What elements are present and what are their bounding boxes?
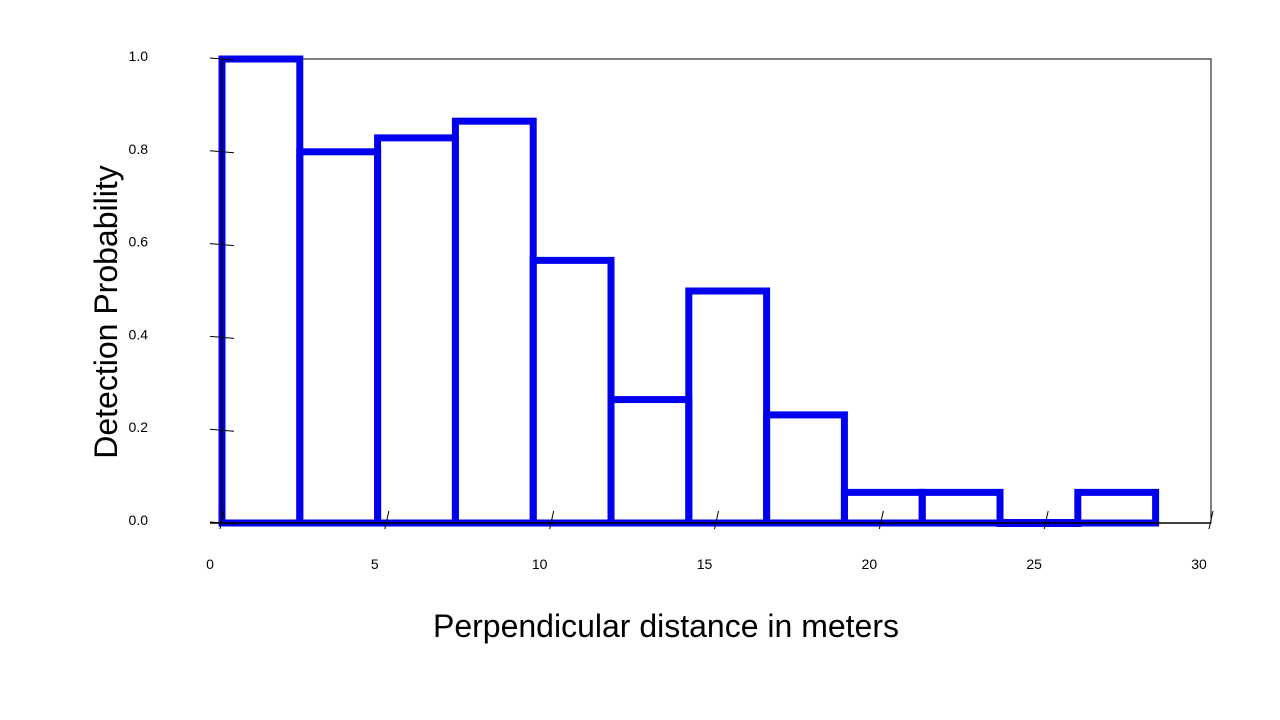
x-tick-label: 25 <box>1026 556 1042 572</box>
histogram-bar <box>607 396 693 527</box>
x-tick-label: 20 <box>862 556 878 572</box>
x-tick-label: 0 <box>206 556 214 572</box>
y-tick-mark <box>209 57 235 61</box>
y-tick-mark <box>209 150 235 154</box>
x-tick-mark <box>1208 510 1214 530</box>
y-tick-label: 0.4 <box>129 326 149 342</box>
histogram-bar <box>1074 488 1160 527</box>
histogram-bar <box>374 134 459 527</box>
x-tick-mark <box>219 510 225 530</box>
x-tick-mark <box>714 510 719 530</box>
bars-group <box>218 55 1160 527</box>
y-axis-title: Detection Probability <box>88 165 124 458</box>
x-axis-title: Perpendicular distance in meters <box>433 608 899 644</box>
x-tick-label: 15 <box>697 556 713 572</box>
y-tick-mark <box>209 521 235 525</box>
histogram-bar <box>763 411 848 527</box>
y-tick-label: 0.8 <box>129 141 149 157</box>
x-tick-label: 5 <box>371 556 379 572</box>
y-tick-mark <box>209 243 235 247</box>
histogram-bar <box>918 488 1004 527</box>
histogram-bar <box>840 488 926 527</box>
histogram-bar <box>296 148 382 527</box>
y-tick-label: 0.2 <box>129 419 149 435</box>
x-tick-label: 30 <box>1191 556 1207 572</box>
y-tick-mark <box>209 428 235 432</box>
x-tick-label: 10 <box>532 556 548 572</box>
x-tick-mark <box>878 510 884 530</box>
y-tick-label: 1.0 <box>129 48 149 64</box>
x-tick-mark <box>549 510 555 530</box>
y-ticks-group: 0.0 0.2 0.4 0.6 0.8 1.0 <box>129 48 235 528</box>
y-tick-label: 0.0 <box>129 512 149 528</box>
histogram-bar <box>451 117 537 527</box>
histogram-bar <box>685 287 771 527</box>
x-tick-mark <box>1043 510 1049 530</box>
x-tick-mark <box>384 510 390 530</box>
y-tick-mark <box>209 335 235 339</box>
y-tick-label: 0.6 <box>129 234 149 250</box>
x-ticks-group: 0 5 10 15 20 25 30 <box>206 510 1214 572</box>
histogram-bar <box>218 55 304 527</box>
histogram-bar <box>529 256 615 527</box>
